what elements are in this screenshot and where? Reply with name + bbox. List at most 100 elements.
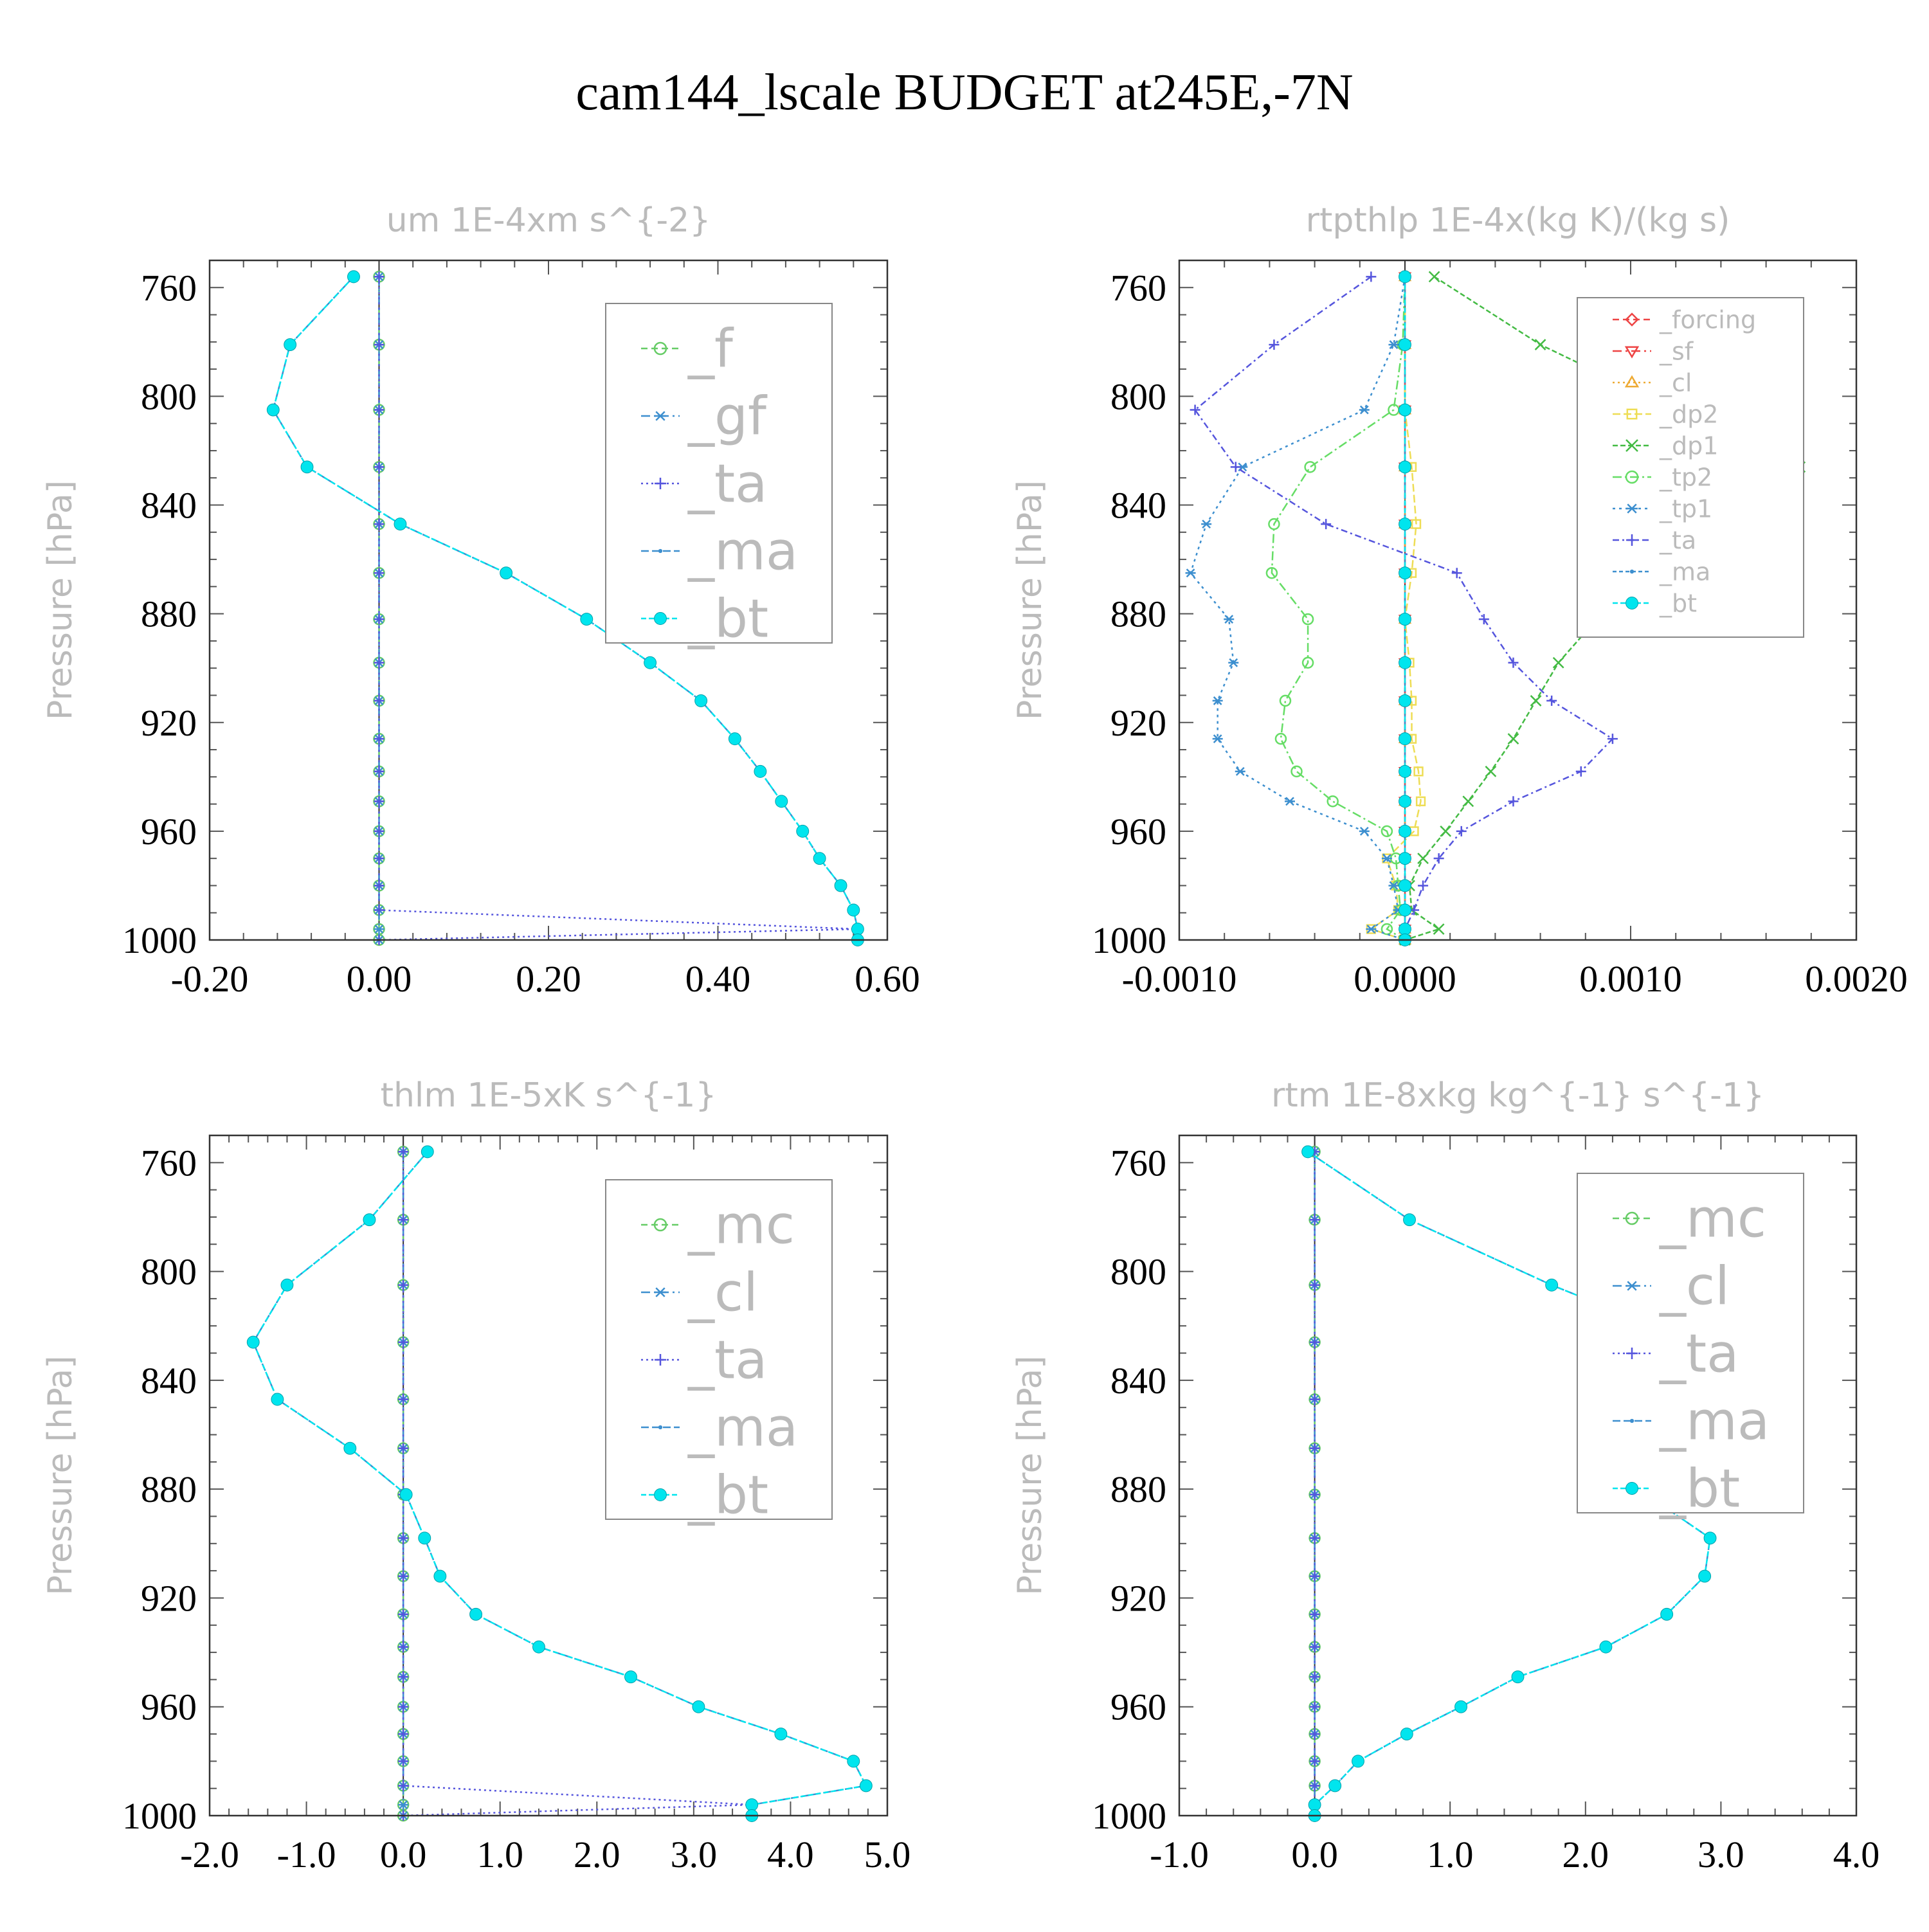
data-point xyxy=(1507,733,1519,745)
y-tick-label: 760 xyxy=(141,267,197,309)
data-point xyxy=(266,403,280,417)
data-point xyxy=(1399,795,1411,808)
data-point xyxy=(1413,766,1424,777)
data-point xyxy=(1284,797,1295,806)
data-point xyxy=(1399,694,1411,707)
legend-item: _bt xyxy=(1613,589,1697,617)
legend-label: _ta xyxy=(687,1330,767,1391)
legend-label: _ma xyxy=(1659,1391,1770,1452)
x-tick-label: 0.0010 xyxy=(1579,958,1682,1000)
data-point xyxy=(1308,1798,1321,1812)
legend-label: _ma xyxy=(687,1398,798,1459)
data-point xyxy=(398,1780,409,1791)
data-point xyxy=(433,1569,447,1583)
data-point xyxy=(694,694,708,707)
data-point xyxy=(374,826,385,836)
data-point xyxy=(1462,795,1474,808)
data-point xyxy=(398,1533,409,1544)
data-point xyxy=(374,519,385,530)
x-tick-label: 3.0 xyxy=(1698,1834,1744,1875)
legend-item: _ma xyxy=(1613,1391,1770,1452)
series-ta xyxy=(374,271,863,945)
panel-2: rtpthlp 1E-4x(kg K)/(kg s) Pressure [hPa]… xyxy=(1011,201,1908,1000)
legend-item: _tp1 xyxy=(1613,494,1712,523)
legend-item: _dp2 xyxy=(1613,400,1718,428)
data-point xyxy=(1352,1755,1364,1768)
legend-box xyxy=(605,1179,833,1520)
data-point xyxy=(1224,615,1235,624)
legend-box xyxy=(1577,1173,1804,1513)
legend-marker xyxy=(1626,1482,1638,1495)
data-point xyxy=(1703,1531,1717,1545)
legend-label: _forcing xyxy=(1659,305,1756,334)
x-tick-label: 4.0 xyxy=(1833,1834,1880,1875)
data-point xyxy=(374,796,385,807)
legend-marker xyxy=(654,1488,667,1501)
legend-item: _bt xyxy=(641,589,768,650)
y-tick-label: 880 xyxy=(141,593,197,635)
legend-label: _dp1 xyxy=(1659,431,1718,460)
data-point xyxy=(1309,1672,1320,1683)
data-point xyxy=(1454,1700,1467,1713)
y-tick-label: 800 xyxy=(141,1251,197,1293)
legend-item: _forcing xyxy=(1613,305,1756,334)
series-bt xyxy=(1399,270,1411,946)
data-point xyxy=(1309,1609,1320,1620)
data-point xyxy=(774,1728,788,1740)
x-tick-label: 1.0 xyxy=(476,1834,523,1875)
data-point xyxy=(284,338,297,352)
panel-title: rtpthlp 1E-4x(kg K)/(kg s) xyxy=(1306,201,1730,240)
data-point xyxy=(1399,613,1411,626)
y-tick-label: 840 xyxy=(141,1360,197,1402)
legend-item: _ta xyxy=(641,454,767,515)
legend-marker xyxy=(1624,375,1640,388)
y-tick-label: 800 xyxy=(1110,375,1166,417)
series-line xyxy=(1190,276,1406,941)
data-point xyxy=(398,1337,409,1348)
data-point xyxy=(1552,656,1564,669)
data-point xyxy=(374,695,385,706)
data-point xyxy=(1309,1337,1320,1348)
data-point xyxy=(1201,519,1212,528)
data-point xyxy=(1185,568,1196,578)
data-point xyxy=(1399,903,1411,917)
legend: _mc_cl _ta_ma _bt xyxy=(1577,1173,1804,1520)
data-point xyxy=(692,1700,705,1713)
data-point xyxy=(398,1394,409,1405)
data-point xyxy=(1309,1214,1320,1225)
data-point xyxy=(1399,764,1411,778)
data-point xyxy=(374,880,385,891)
legend-label: _cl xyxy=(687,1263,758,1324)
plot-frame xyxy=(208,259,889,941)
x-tick-label: -1.0 xyxy=(1150,1834,1209,1875)
y-tick-label: 920 xyxy=(141,1577,197,1619)
data-point xyxy=(374,657,385,668)
data-point xyxy=(1456,826,1467,836)
legend-marker xyxy=(1624,346,1640,359)
data-point xyxy=(1399,879,1411,892)
data-point xyxy=(1399,338,1411,352)
data-point xyxy=(1309,1533,1320,1544)
data-point xyxy=(1274,732,1287,745)
x-tick-label: 1.0 xyxy=(1427,1834,1474,1875)
data-point xyxy=(1546,695,1557,706)
legend-marker xyxy=(1626,1348,1638,1359)
data-point xyxy=(624,1670,637,1684)
y-tick-label: 960 xyxy=(141,811,197,853)
data-point xyxy=(374,339,385,350)
data-point xyxy=(1304,461,1316,473)
data-point xyxy=(1309,1641,1320,1652)
x-tick-label: 3.0 xyxy=(671,1834,718,1875)
legend-item: _cl xyxy=(1613,1256,1730,1317)
data-point xyxy=(1321,519,1332,530)
data-point xyxy=(374,614,385,625)
series-line xyxy=(1369,276,1422,941)
data-point xyxy=(399,1488,413,1501)
data-point xyxy=(1478,614,1489,625)
x-tick-label: 5.0 xyxy=(864,1834,911,1875)
data-point xyxy=(1301,1145,1315,1159)
data-point xyxy=(1485,765,1497,777)
data-point xyxy=(1328,1779,1342,1792)
legend-label: _ta xyxy=(1659,526,1696,554)
data-point xyxy=(374,925,385,934)
